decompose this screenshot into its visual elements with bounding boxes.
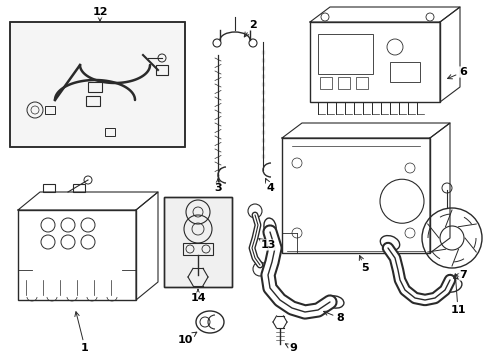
Text: 11: 11 [449,274,465,315]
Bar [282,138,429,253]
Bar [18,210,136,300]
Text: 4: 4 [265,179,273,193]
Bar [355,77,367,89]
Text: 10: 10 [177,332,196,345]
Text: 2: 2 [244,20,256,37]
Bar [337,77,349,89]
Text: 9: 9 [285,343,296,353]
Bar [88,82,102,92]
Text: 3: 3 [214,179,222,193]
Bar [10,22,184,147]
Bar [317,34,372,74]
Bar [105,128,115,136]
Bar [389,62,419,82]
Bar [73,184,85,192]
Bar [319,77,331,89]
Bar [183,243,213,255]
Bar [309,22,439,102]
Text: 12: 12 [92,7,107,21]
Bar [10,22,184,147]
Text: 5: 5 [359,256,368,273]
Bar [156,65,168,75]
Text: 6: 6 [447,67,466,79]
Text: 8: 8 [323,311,343,323]
Bar [43,184,55,192]
Text: 13: 13 [258,239,275,250]
Bar [163,197,231,287]
Text: 14: 14 [190,289,205,303]
Bar [86,96,100,106]
Text: 7: 7 [455,270,466,280]
Bar [163,197,231,287]
Bar [45,106,55,114]
Text: 1: 1 [75,312,89,353]
